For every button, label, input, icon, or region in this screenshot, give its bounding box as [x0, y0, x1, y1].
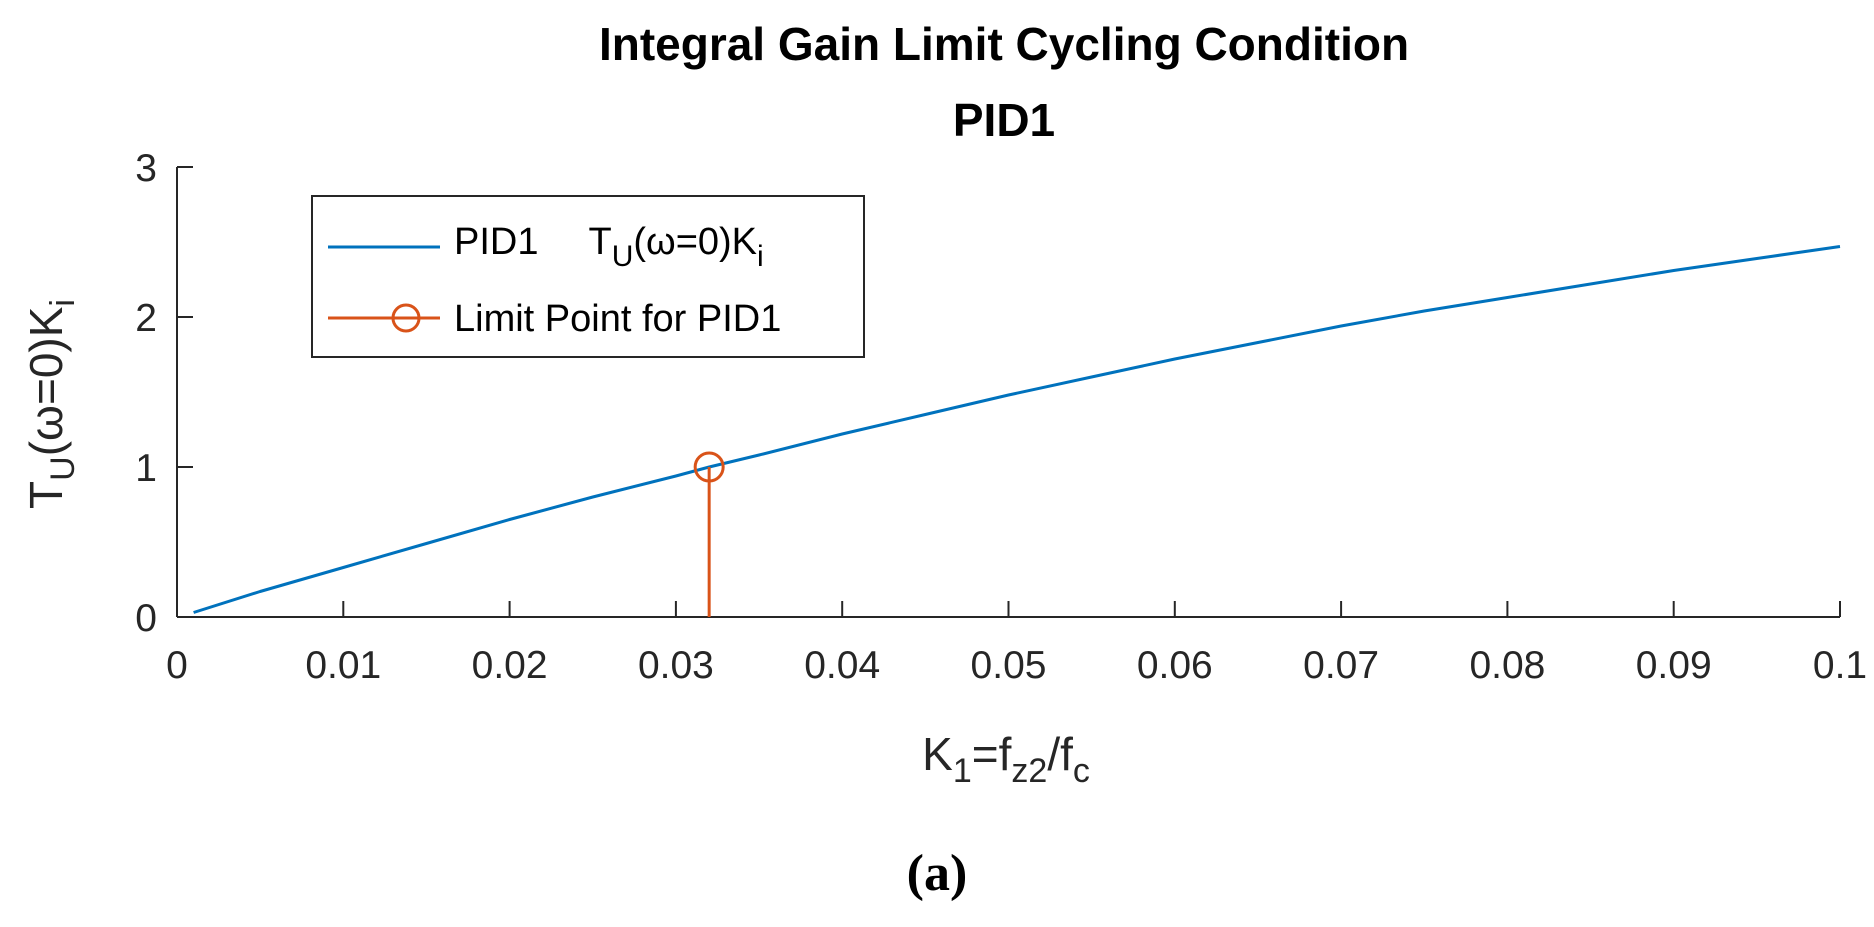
x-tick-label: 0.03 — [638, 644, 714, 687]
y-tick-label: 1 — [135, 447, 157, 490]
legend: PID1 TU(ω=0)Ki Limit Point for PID1 — [311, 195, 865, 358]
x-axis-label: K1=fz2/fc — [922, 728, 1090, 790]
series-layer — [193, 245, 1841, 617]
legend-label-pid1: PID1 TU(ω=0)Ki — [454, 221, 764, 273]
y-ticks: 0 1 2 3 — [135, 147, 193, 640]
figure-caption: (a) — [907, 845, 968, 902]
x-tick-label: 0.09 — [1636, 644, 1712, 687]
x-tick-label: 0.01 — [305, 644, 381, 687]
x-tick-label: 0.07 — [1303, 644, 1379, 687]
legend-marker-limit — [391, 303, 421, 333]
x-tick-label: 0.04 — [804, 644, 880, 687]
x-tick-label: 0.02 — [472, 644, 548, 687]
y-tick-label: 3 — [135, 147, 157, 190]
y-tick-label: 0 — [135, 597, 157, 640]
y-tick-label: 2 — [135, 297, 157, 340]
legend-label-limit: Limit Point for PID1 — [454, 298, 781, 340]
series-line-pid1 — [193, 245, 1841, 614]
x-tick-label: 0.06 — [1137, 644, 1213, 687]
x-tick-label: 0 — [166, 644, 188, 687]
chart-title: Integral Gain Limit Cycling Condition — [599, 18, 1409, 70]
chart-subtitle: PID1 — [953, 94, 1055, 146]
x-tick-label: 0.1 — [1813, 644, 1867, 687]
y-axis-label: TU(ω=0)Ki — [20, 299, 82, 509]
stem-marker-limit-point — [693, 451, 725, 483]
x-tick-label: 0.05 — [971, 644, 1047, 687]
x-ticks: 0 0.01 0.02 0.03 0.04 0.05 0.06 0.07 0.08 0.09 0.1 — [166, 601, 1867, 687]
x-tick-label: 0.08 — [1469, 644, 1545, 687]
